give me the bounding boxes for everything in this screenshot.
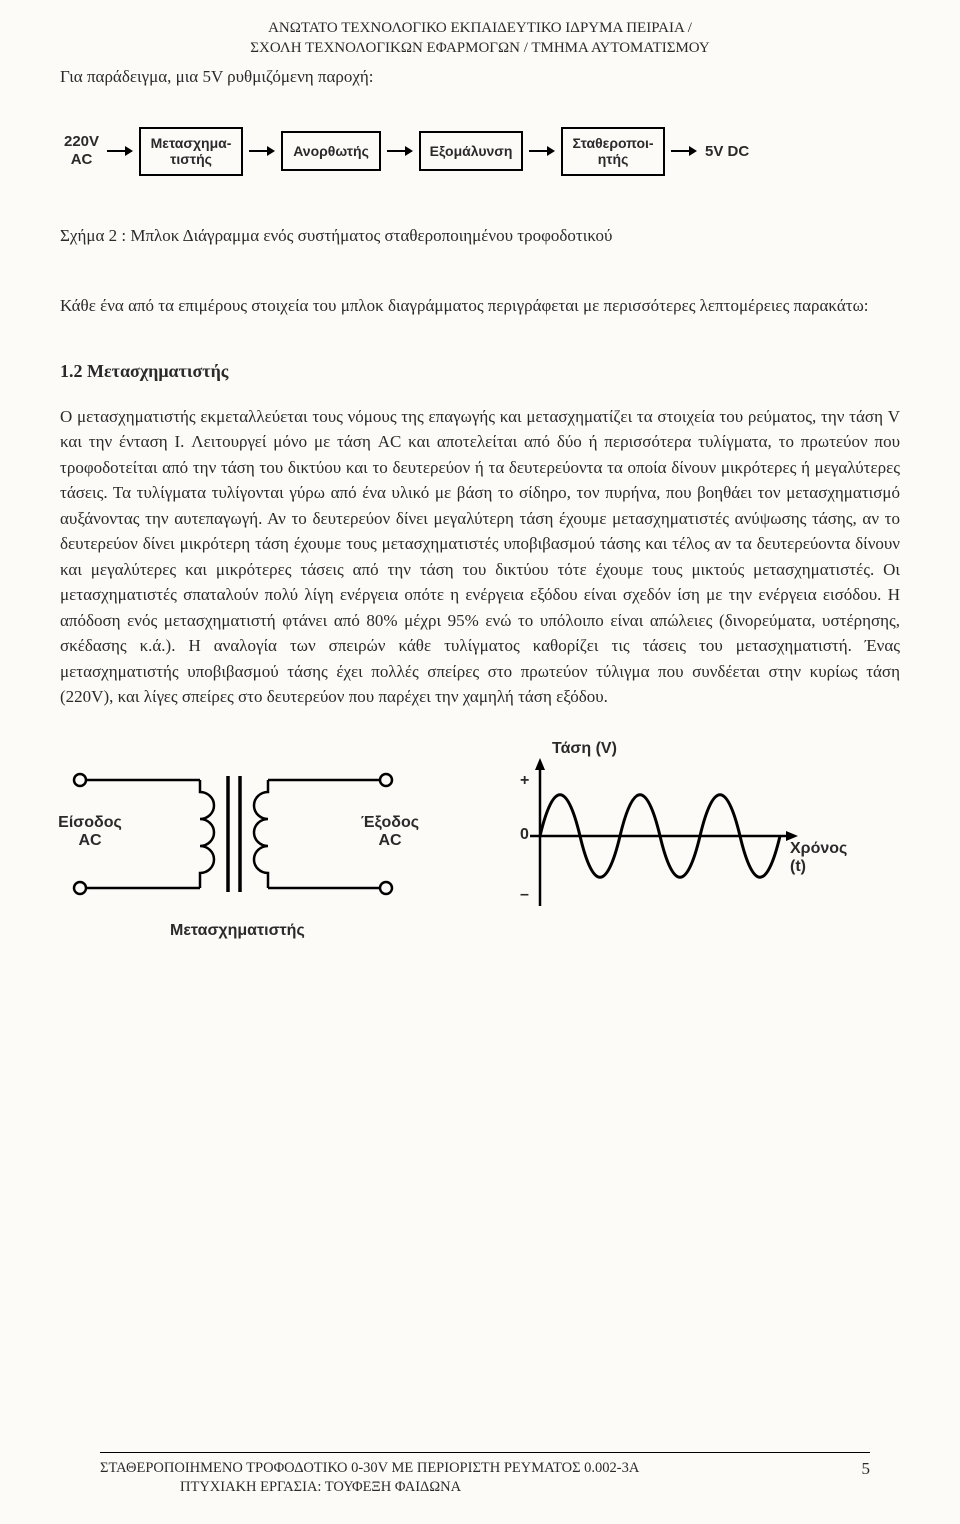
sine-diagram: Τάση (V) Χρόνος (t) 0 + –: [490, 746, 860, 931]
bd-input-top: 220V: [64, 133, 99, 150]
bd-box-0-l2: τιστής: [170, 151, 212, 167]
arrow-icon: [107, 143, 133, 159]
page-header: ΑΝΩΤΑΤΟ ΤΕΧΝΟΛΟΓΙΚΟ ΕΚΠΑΙΔΕΥΤΙΚΟ ΙΔΡΥΜΑ …: [60, 18, 900, 59]
figure-row: Είσοδος AC Έξοδος AC Μετασχηματιστής Τάσ…: [60, 746, 900, 951]
body-paragraph: Ο μετασχηματιστής εκμεταλλεύεται τους νό…: [60, 404, 900, 710]
arrow-icon: [249, 143, 275, 159]
para-after-caption: Κάθε ένα από τα επιμέρους στοιχεία του μ…: [60, 294, 900, 319]
header-line-1: ΑΝΩΤΑΤΟ ΤΕΧΝΟΛΟΓΙΚΟ ΕΚΠΑΙΔΕΥΤΙΚΟ ΙΔΡΥΜΑ …: [120, 18, 840, 38]
footer-text: ΣΤΑΘΕΡΟΠΟΙΗΜΕΝΟ ΤΡΟΦΟΔΟΤΙΚΟ 0-30V ΜΕ ΠΕΡ…: [100, 1459, 639, 1498]
bd-box-smoothing: Εξομάλυνση: [419, 131, 523, 171]
transformer-input-label-top: Είσοδος: [58, 814, 122, 831]
bd-box-0-l1: Μετασχημα-: [151, 135, 232, 151]
transformer-caption: Μετασχηματιστής: [170, 922, 305, 940]
bd-box-1-l1: Ανορθωτής: [293, 143, 369, 160]
sine-zero-label: 0: [520, 826, 529, 844]
arrow-icon: [387, 143, 413, 159]
transformer-diagram: Είσοδος AC Έξοδος AC Μετασχηματιστής: [60, 746, 440, 951]
block-diagram: 220V AC Μετασχημα-τιστής Ανορθωτής Εξομά…: [64, 127, 900, 177]
bd-box-rectifier: Ανορθωτής: [281, 131, 381, 171]
transformer-input-label-bottom: AC: [78, 832, 101, 849]
sine-y-label: Τάση (V): [552, 740, 617, 758]
arrow-icon: [671, 143, 697, 159]
bd-input-label: 220V AC: [64, 133, 99, 169]
transformer-output-label-top: Έξοδος: [361, 814, 419, 831]
transformer-output-label-bottom: AC: [378, 832, 401, 849]
sine-x-label: Χρόνος (t): [790, 840, 860, 876]
bd-box-2-l1: Εξομάλυνση: [430, 143, 513, 160]
sine-plus-label: +: [520, 772, 529, 790]
page-number: 5: [862, 1459, 871, 1479]
bd-box-3-l1: Σταθεροποι-: [572, 135, 653, 151]
header-line-2: ΣΧΟΛΗ ΤΕΧΝΟΛΟΓΙΚΩΝ ΕΦΑΡΜΟΓΩΝ / ΤΜΗΜΑ ΑΥΤ…: [120, 38, 840, 58]
footer-line-2: ΠΤΥΧΙΑΚΗ ΕΡΓΑΣΙΑ: ΤΟΥΦΕΞΗ ΦΑΙΔΩΝΑ: [100, 1478, 639, 1498]
footer-line-1: ΣΤΑΘΕΡΟΠΟΙΗΜΕΝΟ ΤΡΟΦΟΔΟΤΙΚΟ 0-30V ΜΕ ΠΕΡ…: [100, 1459, 639, 1479]
sine-svg: [490, 746, 860, 926]
section-heading-1-2: 1.2 Μετασχηματιστής: [60, 361, 900, 382]
bd-box-3-l2: ητής: [598, 151, 629, 167]
bd-box-transformer: Μετασχημα-τιστής: [139, 127, 243, 177]
page-footer: ΣΤΑΘΕΡΟΠΟΙΗΜΕΝΟ ΤΡΟΦΟΔΟΤΙΚΟ 0-30V ΜΕ ΠΕΡ…: [100, 1452, 870, 1498]
arrow-icon: [529, 143, 555, 159]
bd-output-label: 5V DC: [705, 143, 749, 160]
intro-text: Για παράδειγμα, μια 5V ρυθμιζόμενη παροχ…: [60, 67, 900, 87]
bd-box-regulator: Σταθεροποι-ητής: [561, 127, 665, 177]
bd-input-bottom: AC: [71, 151, 93, 168]
figure-caption-2: Σχήμα 2 : Μπλοκ Διάγραμμα ενός συστήματο…: [60, 226, 900, 246]
sine-minus-label: –: [520, 886, 529, 904]
